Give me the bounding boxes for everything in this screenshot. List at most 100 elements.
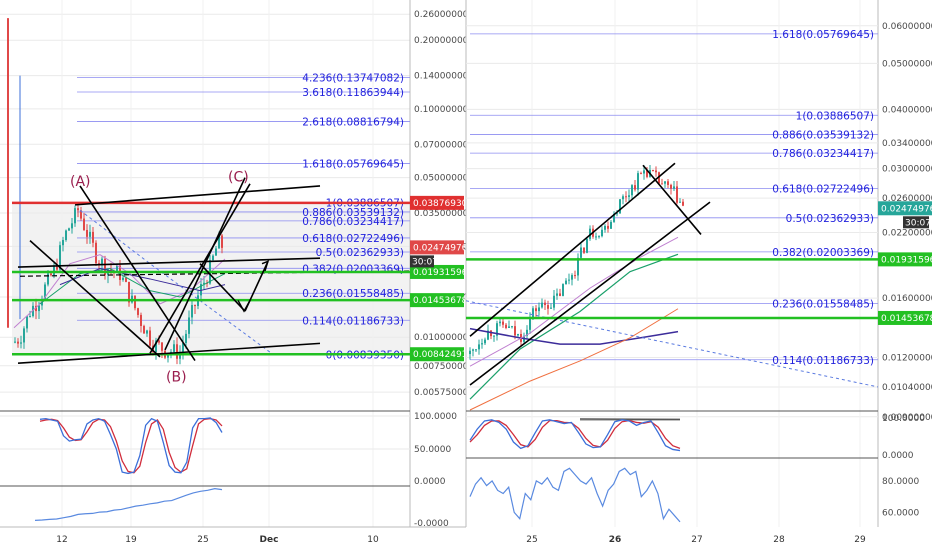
candle <box>481 343 483 345</box>
trend-line <box>74 185 321 206</box>
dashed-level-line <box>19 270 411 277</box>
fib-level-label: 0.786(0.03234417) <box>772 148 874 160</box>
trend-line <box>164 177 246 351</box>
candle <box>203 282 205 285</box>
wave-label-a: (A) <box>70 174 91 190</box>
candle <box>643 170 645 174</box>
fib-level-label: 0.886(0.03539132) <box>302 207 404 219</box>
candle <box>20 342 22 344</box>
y-tick-label: 0.01200000 <box>882 353 932 363</box>
candle <box>149 330 151 346</box>
candle <box>616 213 618 215</box>
candle <box>604 225 606 230</box>
y-tick-label: 0.14000000 <box>414 72 469 82</box>
candle <box>110 269 112 271</box>
y-tick-label: 0.00750000 <box>414 362 469 372</box>
candle <box>161 342 163 351</box>
y-tick-label: 50.0000 <box>414 445 451 455</box>
price-tag-text: 0.02474976 <box>413 243 468 253</box>
y-tick-label: 0.07000000 <box>414 140 469 150</box>
candle <box>158 340 160 343</box>
candle <box>505 324 507 328</box>
price-tag-text: 0.03876930 <box>413 199 468 209</box>
wave-label-b: (B) <box>166 369 187 385</box>
candle <box>589 228 591 239</box>
candle <box>559 293 561 296</box>
fib-level-label: 0.5(0.02362933) <box>786 213 874 225</box>
candle <box>655 170 657 173</box>
candle <box>29 316 31 318</box>
y-tick-label: 0.0000 <box>414 477 446 487</box>
candle <box>59 245 61 270</box>
candle <box>122 277 124 280</box>
x-tick-label: 10 <box>367 535 379 545</box>
candle <box>185 333 187 344</box>
candle <box>670 184 672 189</box>
arrow-head <box>261 260 270 272</box>
candle <box>47 273 49 285</box>
candle <box>514 326 516 336</box>
candle <box>661 183 663 185</box>
y-tick-label: 80.0000 <box>882 477 919 487</box>
candle <box>188 317 190 334</box>
fib-level-label: 2.618(0.08816794) <box>302 116 404 128</box>
candle <box>487 330 489 340</box>
candle <box>565 280 567 285</box>
candle <box>86 229 88 237</box>
candle <box>583 247 585 253</box>
fib-level-label: 0.618(0.02722496) <box>772 184 874 196</box>
candle <box>80 210 82 219</box>
candle <box>628 195 630 197</box>
candle <box>83 218 85 230</box>
arrow-head <box>237 300 251 313</box>
candle <box>155 340 157 353</box>
candle <box>619 199 621 214</box>
candle <box>556 293 558 296</box>
trend-line <box>79 185 196 362</box>
price-tag <box>878 252 932 267</box>
price-tag <box>410 240 464 255</box>
price-tag-text: 0.02474976 <box>881 204 932 214</box>
y-tick-label: 0.01600000 <box>882 294 932 304</box>
candle <box>212 255 214 261</box>
candle <box>679 201 681 203</box>
price-tag-text: 0.01931596 <box>881 255 932 265</box>
candle <box>538 307 540 312</box>
candle <box>71 223 73 229</box>
candle <box>562 284 564 296</box>
x-tick-label: 25 <box>526 535 537 545</box>
price-tag <box>878 310 932 325</box>
candle <box>218 235 220 249</box>
y-tick-label: 0.02600000 <box>882 194 932 204</box>
candle <box>472 349 474 351</box>
fib-level-label: 0(0.00839350) <box>326 350 404 362</box>
candle <box>92 231 94 243</box>
countdown-text: 30:07 <box>905 218 931 228</box>
candle <box>613 213 615 222</box>
trend-line <box>469 201 711 386</box>
candle <box>179 352 181 359</box>
candle <box>167 353 169 358</box>
candle <box>580 247 582 258</box>
y-tick-label: 0.00575000 <box>414 388 469 398</box>
fib-level-label: 0.382(0.02003369) <box>772 247 874 259</box>
candle <box>478 344 480 350</box>
candle <box>547 305 549 309</box>
right-chart: 0.06000000 0.05000000 0.04000000 0.03400000… <box>465 0 932 550</box>
projection-line <box>79 209 271 353</box>
fib-level-label: 0.886(0.03539132) <box>772 130 874 142</box>
candle <box>625 196 627 198</box>
trend-line <box>149 183 251 354</box>
candle <box>176 344 178 359</box>
countdown-box <box>410 255 434 268</box>
price-tag-text: 0.01453678 <box>413 296 468 306</box>
candle <box>53 265 55 276</box>
candle <box>535 308 537 312</box>
candle <box>622 196 624 200</box>
candle <box>26 316 28 329</box>
y-tick-label: 0.03000000 <box>882 165 932 175</box>
x-tick-label: 19 <box>125 535 137 545</box>
price-tag <box>878 201 932 216</box>
